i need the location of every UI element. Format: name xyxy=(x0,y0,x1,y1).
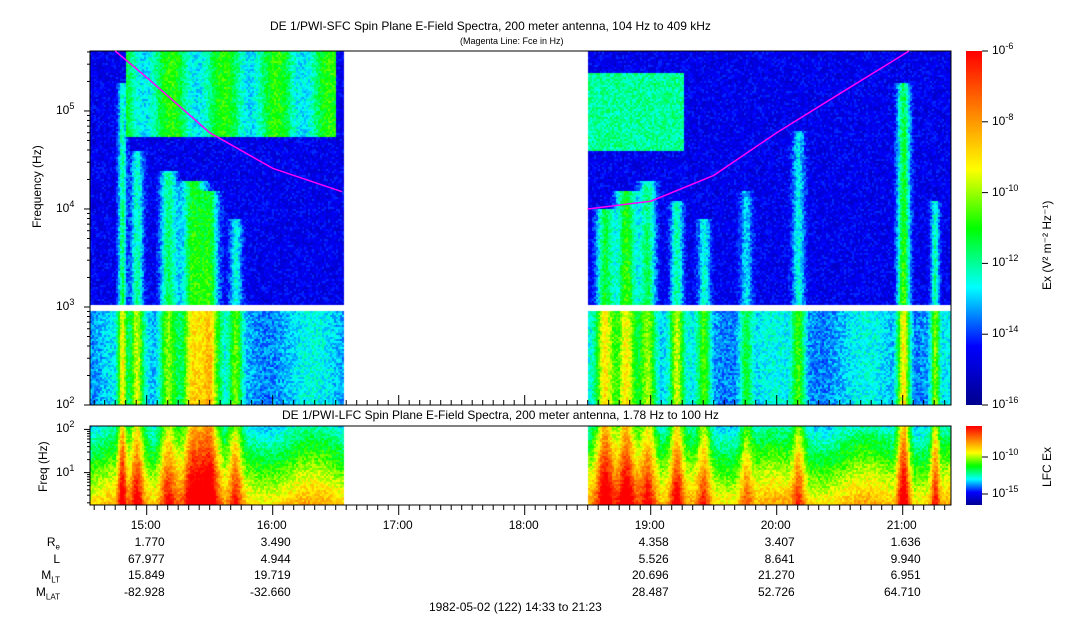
lfc-ylabel: Freq (Hz) xyxy=(36,441,50,492)
ephemeris-row-label: Re xyxy=(46,535,60,552)
ephemeris-value: 67.977 xyxy=(127,551,165,566)
sfc-ylabel-text: Frequency (Hz) xyxy=(30,145,44,228)
ephemeris-value: 15.849 xyxy=(127,568,165,582)
time-tick-label: 20:00 xyxy=(760,518,791,532)
ephemeris-value: -82.928 xyxy=(123,584,165,599)
sfc-y-tick-label: 103 xyxy=(56,296,75,313)
ephemeris-value: 8.641 xyxy=(764,551,795,566)
colorbar-tick-label: 10-10 xyxy=(992,182,1019,199)
ephemeris-value: 5.526 xyxy=(638,551,669,566)
time-tick-label: 15:00 xyxy=(130,518,161,532)
fce-line-1 xyxy=(114,50,343,193)
ephemeris-value: 19.719 xyxy=(253,568,291,582)
lfc-y-tick-label: 102 xyxy=(56,419,75,436)
colorbar-tick-label: 10-8 xyxy=(992,111,1014,128)
sfc-frame xyxy=(89,50,952,406)
ephemeris-value: 52.726 xyxy=(757,584,795,599)
time-range-caption: 1982-05-02 (122) 14:33 to 21:23 xyxy=(429,600,602,614)
time-tick-label: 16:00 xyxy=(256,518,287,532)
time-tick-label: 21:00 xyxy=(886,518,917,532)
sfc-subtitle: (Magenta Line: Fce in Hz) xyxy=(460,36,564,46)
lfc-frame xyxy=(89,425,952,506)
ephemeris-row-label: MLAT xyxy=(35,584,60,601)
sfc-ylabel: Frequency (Hz) xyxy=(30,145,44,228)
lfc-colorbar-tick-label: 10-15 xyxy=(992,484,1019,500)
time-tick-label: 17:00 xyxy=(382,518,413,532)
colorbar-tick-label: 10-14 xyxy=(992,324,1019,341)
ephemeris-value: 4.358 xyxy=(638,535,669,549)
ephemeris-value: 21.270 xyxy=(757,568,795,582)
ephemeris-value: 3.407 xyxy=(764,535,795,549)
colorbar-tick-label: 10-16 xyxy=(992,395,1019,411)
fce-line-2 xyxy=(587,50,910,210)
ephemeris-value: 28.487 xyxy=(631,584,669,599)
ephemeris-value: 3.490 xyxy=(260,535,291,549)
sfc-title: DE 1/PWI-SFC Spin Plane E-Field Spectra,… xyxy=(270,19,711,33)
sfc-colorbar xyxy=(966,51,982,405)
lfc-title: DE 1/PWI-LFC Spin Plane E-Field Spectra,… xyxy=(282,408,719,422)
ephemeris-value: 4.944 xyxy=(260,551,291,566)
ephemeris-value: 9.940 xyxy=(890,551,921,566)
colorbar-tick-label: 10-12 xyxy=(992,253,1019,270)
colorbar-tick-label: 10-6 xyxy=(992,41,1014,57)
lfc-heatmap xyxy=(90,426,951,505)
ephemeris-value: -32.660 xyxy=(249,584,291,599)
ephemeris-value: 1.770 xyxy=(134,535,165,549)
sfc-y-tick-label: 102 xyxy=(56,395,75,411)
ephemeris-row-label: MLT xyxy=(41,568,60,585)
time-tick-label: 19:00 xyxy=(634,518,665,532)
sfc-y-tick-label: 105 xyxy=(56,100,75,117)
ephemeris-value: 1.636 xyxy=(890,535,921,549)
ephemeris-value: 64.710 xyxy=(883,584,921,599)
lfc-ylabel-text: Freq (Hz) xyxy=(36,441,50,492)
lfc-colorbar-label: LFC Ex xyxy=(1040,446,1054,487)
sfc-heatmap xyxy=(90,51,951,405)
lfc-y-tick-label: 101 xyxy=(56,462,75,479)
sfc-y-tick-label: 104 xyxy=(56,198,75,215)
ephemeris-row-label: L xyxy=(53,551,60,566)
time-tick-label: 18:00 xyxy=(508,518,539,532)
ephemeris-value: 6.951 xyxy=(890,568,921,582)
ephemeris-value: 20.696 xyxy=(631,568,669,582)
lfc-colorbar-tick-label: 10-10 xyxy=(992,447,1019,463)
sfc-colorbar-label: Ex (V² m⁻² Hz⁻¹) xyxy=(1040,200,1054,290)
lfc-colorbar xyxy=(966,426,982,505)
